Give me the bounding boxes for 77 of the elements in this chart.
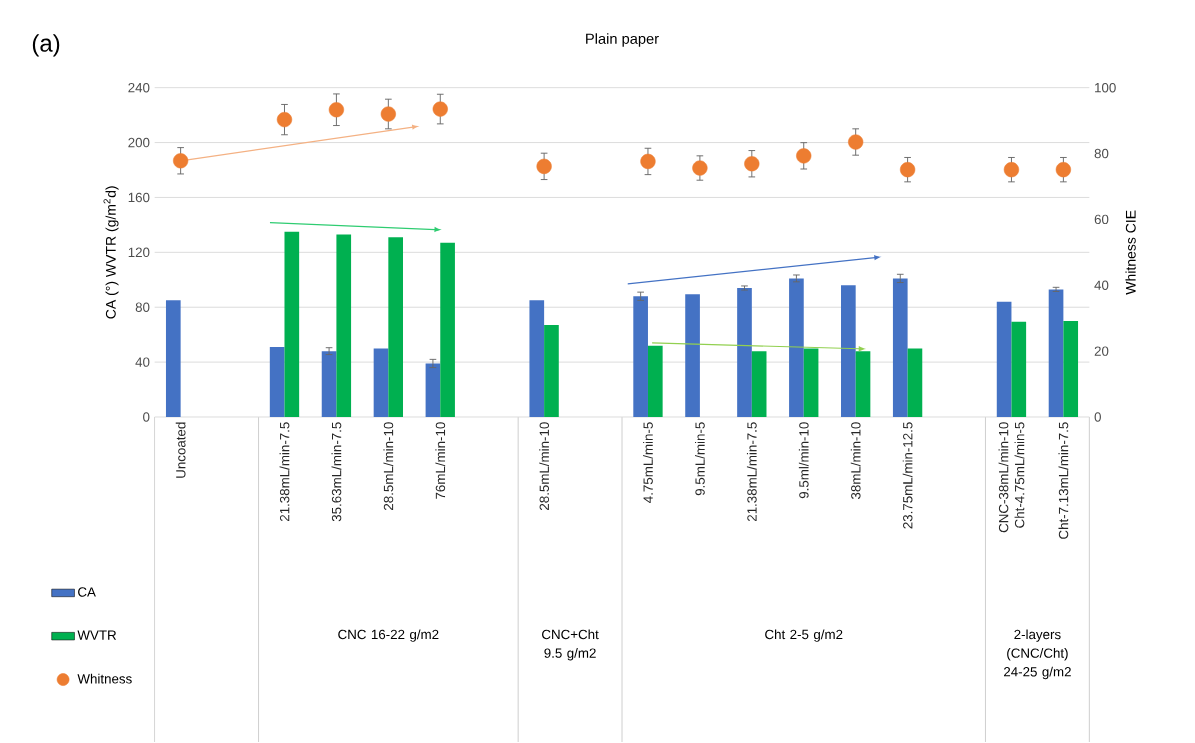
y2-tick-label: 20	[1094, 346, 1109, 357]
y-tick-label: 200	[128, 138, 150, 148]
y-tick-label: 80	[135, 302, 150, 313]
point	[536, 159, 552, 175]
bar	[440, 242, 455, 418]
bar	[685, 294, 700, 418]
legend-label: WVTR	[77, 630, 117, 640]
bar	[1011, 321, 1027, 418]
bar	[907, 348, 923, 418]
x-tick-label: 21.38mL/min-7.5	[746, 422, 757, 522]
text: Cht 2-5 g/m2	[765, 629, 843, 643]
x-tick-label: 4.75mL/min-5	[643, 422, 653, 504]
x-tick-label: 21.38mL/min-7.5	[279, 422, 290, 522]
bar	[1048, 289, 1064, 418]
y2-tick-label: 80	[1094, 149, 1109, 159]
y-axis-title: CA (°) WVTR (g/m$^{2}$d)	[103, 186, 119, 319]
point	[432, 101, 448, 117]
point	[640, 154, 656, 170]
bar	[373, 348, 389, 418]
point	[744, 156, 760, 172]
bar	[544, 325, 559, 418]
y-tick-label: 40	[135, 357, 150, 368]
x-tick-label: 38mL/min-10	[850, 422, 861, 500]
x-tick-label: 28.5mL/min-10	[539, 422, 550, 511]
bar	[1063, 321, 1079, 418]
point	[380, 106, 396, 122]
legend-label: Whitness	[77, 673, 132, 684]
bar	[336, 234, 352, 418]
point	[900, 162, 916, 178]
point	[173, 153, 189, 169]
y-tick-label: 120	[128, 247, 150, 258]
x-tick-label: 9.5mL/min-5	[695, 422, 705, 496]
bar	[269, 347, 285, 418]
y2-tick-label: 40	[1094, 280, 1109, 291]
bar	[284, 231, 300, 418]
y-tick-label: 160	[128, 192, 150, 203]
text: CNC+Cht 9.5 g/m2	[542, 629, 599, 661]
x-tick-label: CNC-38mL/min-10 Cht-4.75mL/min-5	[998, 422, 1025, 533]
legend-label: CA	[78, 587, 96, 597]
point	[1003, 162, 1020, 178]
bar	[789, 278, 804, 418]
bar	[996, 301, 1012, 418]
bar	[737, 288, 752, 418]
bar	[529, 300, 545, 418]
text: (a)	[32, 34, 60, 57]
bar	[647, 345, 663, 418]
x-tick-label: 23.75mL/min-12.5	[902, 422, 913, 529]
y2-axis-title: Whitness CIE	[1125, 210, 1136, 295]
bar	[165, 300, 181, 418]
bar	[633, 296, 648, 418]
x-tick-label: 35.63mL/min-7.5	[331, 422, 342, 522]
point	[328, 102, 345, 118]
point	[848, 134, 864, 150]
bar	[892, 278, 908, 418]
x-tick-label: 76mL/min-10	[435, 422, 446, 500]
point	[796, 148, 812, 164]
y-tick-label: 0	[143, 412, 150, 422]
y2-tick-label: 100	[1095, 83, 1116, 93]
bar	[388, 237, 404, 418]
x-tick-label: 9.5ml/min-10	[798, 422, 809, 499]
x-tick-label: Uncoated	[175, 422, 186, 478]
y2-tick-label: 60	[1094, 214, 1109, 225]
x-tick-label: Cht-7.13mL/min-7.5	[1058, 422, 1069, 540]
y-tick-label: 240	[128, 83, 150, 93]
point	[1055, 162, 1071, 178]
chart-title: Plain paper	[586, 33, 659, 48]
bar	[321, 351, 337, 418]
text: CNC 16-22 g/m2	[338, 629, 439, 643]
text: 2-layers (CNC/Cht) 24-25 g/m2	[1003, 629, 1071, 680]
bar	[751, 351, 767, 418]
bar	[803, 348, 819, 418]
point	[276, 112, 293, 128]
bar	[425, 363, 441, 418]
x-tick-label: 28.5mL/min-10	[383, 422, 394, 511]
point	[692, 160, 708, 176]
bar	[841, 285, 856, 418]
y2-tick-label: 0	[1094, 412, 1101, 422]
